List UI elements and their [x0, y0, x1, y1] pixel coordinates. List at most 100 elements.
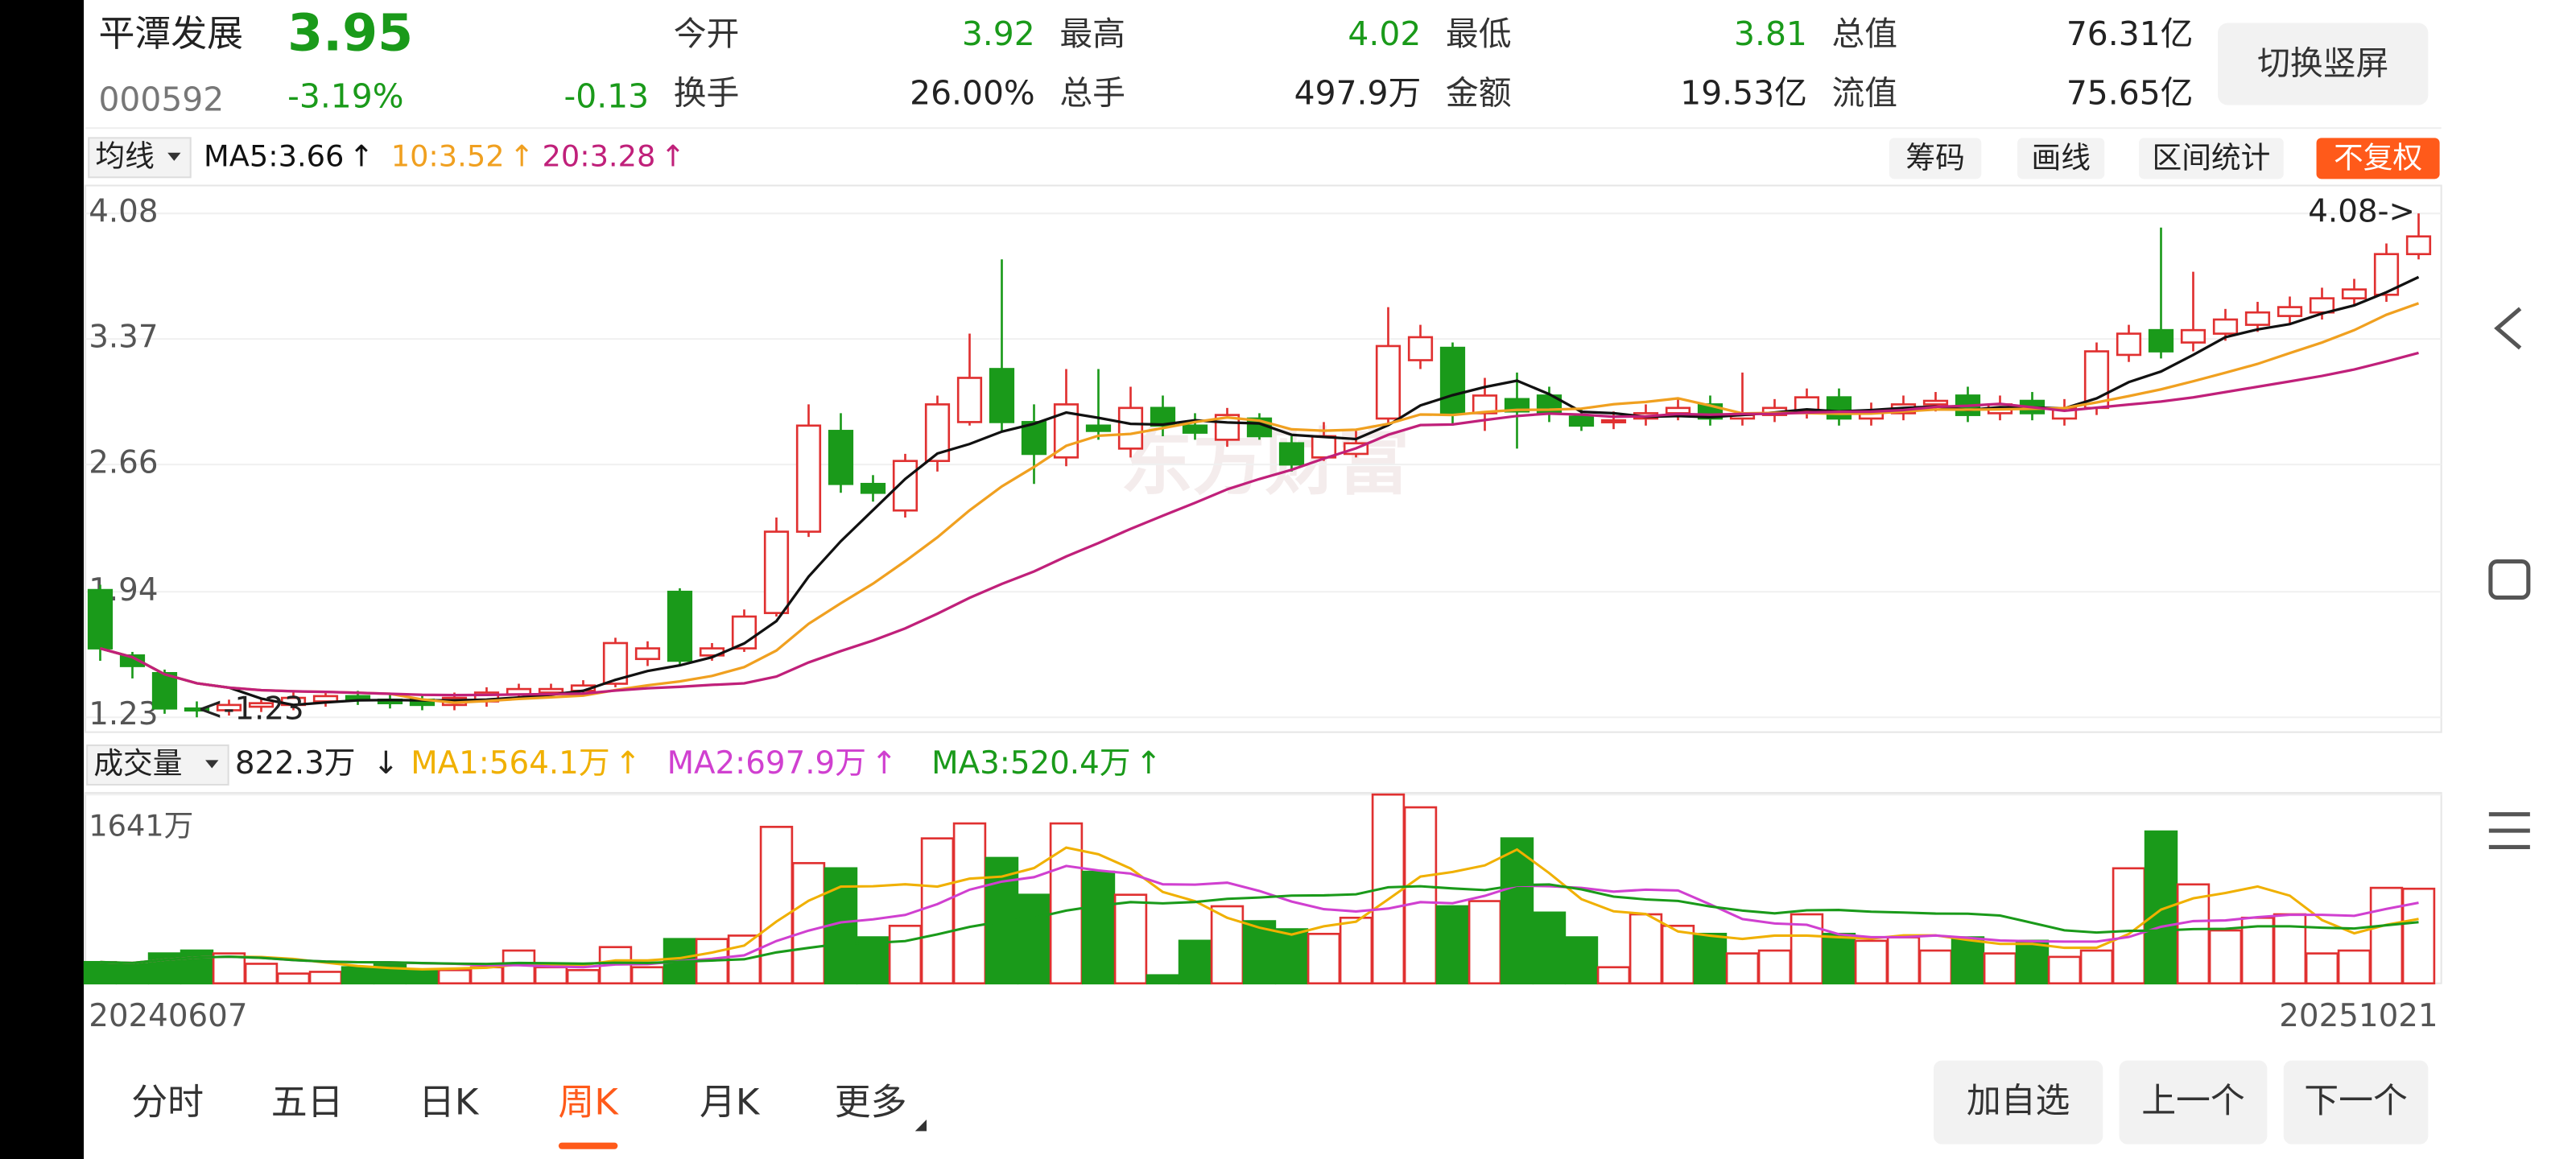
stat-label: 最低 [1446, 14, 1512, 53]
tab[interactable]: 更多 [835, 1081, 907, 1124]
candle-body [1278, 442, 1305, 466]
vol-ma-label: MA1:564.1万 [411, 745, 609, 782]
volume-bar [1017, 893, 1051, 985]
candle-body [1665, 406, 1691, 415]
volume-bar [147, 952, 182, 985]
candle-body [634, 647, 661, 661]
candle-body [1407, 336, 1434, 361]
stat-label: 今开 [674, 14, 740, 53]
candle-body [1085, 424, 1112, 432]
candle-body [1922, 399, 1949, 406]
tab[interactable]: 周K [558, 1081, 619, 1124]
action-button[interactable] [2119, 1060, 2268, 1145]
ma-line [100, 351, 2419, 697]
volume-bar [1500, 837, 1534, 985]
action-label: 上一个 [2141, 1081, 2245, 1121]
tab[interactable]: 日K [419, 1081, 480, 1124]
volume-bar [502, 949, 536, 985]
tool-button[interactable] [2017, 138, 2105, 179]
tool-button[interactable] [1889, 138, 1982, 179]
tab[interactable]: 月K [700, 1081, 761, 1124]
candle-body [87, 588, 114, 650]
vol-ma-label: MA3:520.4万 [931, 745, 1130, 782]
candle-body [1311, 435, 1337, 459]
volume-bar [1403, 806, 1438, 985]
tab[interactable]: 分时 [131, 1081, 204, 1124]
volume-bar [534, 966, 568, 985]
volume-bar [83, 960, 118, 985]
volume-bar [1918, 949, 1953, 985]
candle-body [1117, 406, 1144, 450]
volume-bar [276, 972, 311, 985]
ma-label: 20:3.28 [542, 138, 655, 173]
stat-value: 3.81 [1734, 14, 1807, 53]
candle-body [989, 368, 1015, 423]
volume-bar [1757, 949, 1792, 985]
action-button[interactable] [2283, 1060, 2429, 1145]
candle-body [2244, 311, 2271, 326]
candle-body [1568, 415, 1595, 427]
tool-button[interactable] [2139, 138, 2284, 179]
volume-bar [791, 862, 826, 985]
tool-button-label: 区间统计 [2152, 140, 2270, 175]
candle-body [2116, 332, 2142, 357]
more-icon [914, 1120, 927, 1132]
stat-label: 流值 [1832, 73, 1898, 112]
stock-code: 000592 [98, 80, 224, 118]
stat-label: 金额 [1446, 73, 1512, 112]
volume-bar [1468, 900, 1502, 985]
stat-label: 总手 [1059, 73, 1125, 112]
candle-body [1600, 419, 1627, 423]
volume-bar [469, 966, 504, 985]
action-label: 下一个 [2304, 1081, 2408, 1121]
y-tick-label: 3.37 [89, 320, 158, 356]
volume-bar [1629, 913, 1663, 985]
candle-body [2405, 235, 2432, 256]
volume-bar [2015, 939, 2050, 985]
volume-bar [1307, 932, 1341, 985]
stat-label: 换手 [674, 73, 740, 112]
candle-body [119, 654, 146, 667]
volume-bar [759, 826, 794, 985]
menu-icon[interactable] [2488, 812, 2530, 850]
volume-bar [1242, 920, 1277, 985]
volume-bar [1983, 952, 2017, 985]
ma-arrow: ↑ [510, 138, 535, 173]
volume-bar [1146, 974, 1180, 985]
volume-bar [341, 966, 375, 985]
stat-value: 75.65亿 [2066, 73, 2194, 112]
volume-bar [1435, 905, 1470, 985]
volume-select[interactable] [86, 744, 229, 786]
tool-button-label: 筹码 [1905, 140, 1964, 175]
tab[interactable]: 五日 [271, 1081, 344, 1124]
rotate-button[interactable] [2218, 23, 2429, 105]
volume-arrow: ↓ [373, 745, 398, 782]
back-icon[interactable] [2494, 307, 2522, 350]
ma-label: MA5:3.66 [204, 138, 344, 173]
tool-button[interactable] [2316, 138, 2440, 179]
volume-bar [2369, 886, 2404, 985]
volume-bar [1178, 939, 1212, 985]
volume-bar [2144, 830, 2178, 985]
volume-bar [1886, 936, 1921, 985]
volume-bar [1081, 870, 1116, 985]
volume-bar [405, 968, 440, 985]
vol-ma-line [100, 864, 2419, 969]
candle-body [828, 430, 854, 485]
volume-bar [1854, 939, 1889, 985]
volume-bar [212, 952, 246, 985]
volume-bar [888, 924, 923, 985]
y2-tick-label: 1641万 [89, 808, 193, 843]
volume-select-label: 成交量 [93, 746, 182, 781]
stat-value: 19.53亿 [1680, 73, 1807, 112]
candle-body [1826, 396, 1852, 420]
candle-body [1182, 424, 1208, 434]
volume-bar [1339, 916, 1373, 985]
rotate-label: 切换竖屏 [2257, 44, 2388, 83]
volume-bar [2208, 929, 2243, 985]
home-icon[interactable] [2488, 559, 2531, 600]
dropdown-icon [205, 760, 219, 769]
action-button[interactable] [1934, 1060, 2103, 1145]
volume-bar [2273, 913, 2307, 985]
